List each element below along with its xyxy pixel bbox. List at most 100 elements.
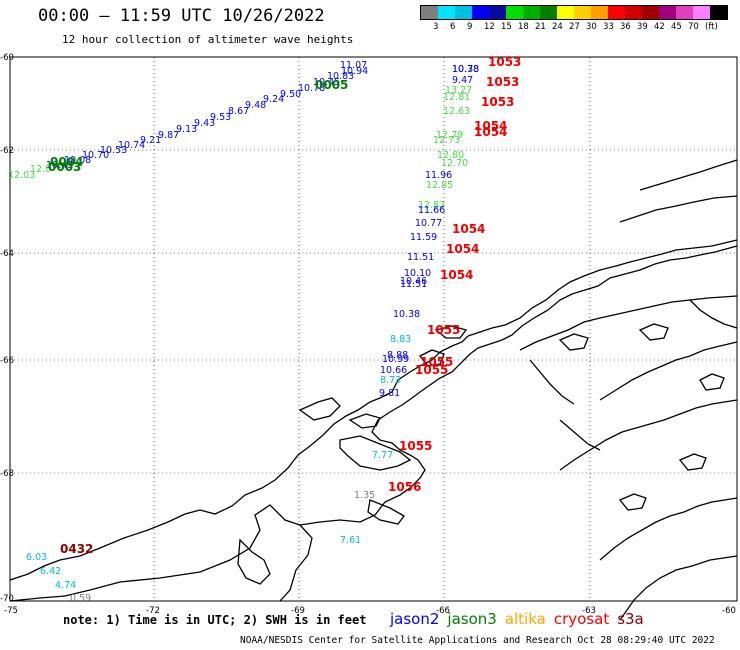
pass-time-label: 1054 — [440, 268, 473, 282]
longitude-label: -66 — [436, 606, 450, 616]
pass-time-label: 0004 — [50, 155, 83, 169]
wave-height-value: 10.77 — [415, 218, 442, 229]
pass-time-label: 1054 — [474, 119, 507, 133]
wave-height-value: 6.42 — [40, 566, 61, 577]
wave-height-value: 11.07 — [340, 60, 367, 71]
legend-label: 33 — [603, 22, 614, 32]
wave-height-value: 8.83 — [390, 334, 411, 345]
legend-swatch — [438, 6, 455, 19]
wave-height-value: 9.87 — [158, 130, 179, 141]
wave-height-value: 9.43 — [194, 118, 215, 129]
legend-label: 3 — [433, 22, 439, 32]
legend-label: 6 — [450, 22, 456, 32]
legend-label: 9 — [467, 22, 473, 32]
wave-height-value: 1.35 — [354, 490, 375, 501]
wave-height-value: 11.66 — [418, 205, 445, 216]
wave-height-value: 10.94 — [341, 66, 368, 77]
wave-height-value: 6.03 — [26, 552, 47, 563]
satellite-name: altika — [504, 610, 546, 628]
legend-label: 12 — [484, 22, 495, 32]
legend-label: 42 — [654, 22, 665, 32]
wave-height-value: 12.70 — [441, 158, 468, 169]
legend-swatch — [676, 6, 693, 19]
legend-swatch — [642, 6, 659, 19]
longitude-label: -63 — [582, 606, 596, 616]
wave-height-value: 8.73 — [380, 375, 401, 386]
legend-swatch — [625, 6, 642, 19]
wave-height-value: 10.10 — [404, 268, 431, 279]
legend-label: 15 — [501, 22, 512, 32]
wave-height-value: 10.74 — [118, 140, 145, 151]
satellite-name: cryosat — [553, 610, 610, 628]
legend-label: 30 — [586, 22, 597, 32]
satellite-name: jason2 — [390, 610, 440, 628]
satellite-name: jason3 — [447, 610, 497, 628]
wave-height-value: 9.53 — [210, 112, 231, 123]
legend-label: 21 — [535, 22, 546, 32]
wave-height-value: 10.38 — [452, 64, 479, 75]
legend-swatch — [710, 6, 727, 19]
wave-height-value: 10.38 — [393, 309, 420, 320]
wave-height-value: 12.85 — [426, 180, 453, 191]
wave-height-value: 9.24 — [263, 94, 284, 105]
wave-height-value: 12.81 — [443, 92, 470, 103]
legend-swatches — [420, 5, 728, 20]
wave-height-value: 10.08 — [64, 155, 91, 166]
wave-height-value: 9.81 — [379, 388, 400, 399]
pass-time-label: 1055 — [399, 439, 432, 453]
satellite-legend: jason2 jason3 altika cryosat s3a — [390, 610, 652, 628]
legend-swatch — [421, 6, 438, 19]
wave-height-value: 12.73 — [433, 135, 460, 146]
pass-time-label: 1055 — [427, 323, 460, 337]
credit-line: NOAA/NESDIS Center for Satellite Applica… — [240, 635, 715, 646]
wave-height-value: 13.27 — [445, 85, 472, 96]
legend-swatch — [608, 6, 625, 19]
pass-time-label: 0432 — [60, 542, 93, 556]
legend-swatch — [574, 6, 591, 19]
wave-height-value: 11.96 — [425, 170, 452, 181]
wave-height-value: 12.79 — [436, 130, 463, 141]
wave-height-value: 10.78 — [452, 64, 479, 75]
legend-label: 27 — [569, 22, 580, 32]
satellite-name: s3a — [617, 610, 644, 628]
wave-height-value: 12.03 — [8, 170, 35, 181]
color-legend: 3 6 9 12 15 18 21 24 27 30 33 36 39 42 45 70 (ft) — [420, 5, 728, 32]
legend-swatch — [659, 6, 676, 19]
latitude-label: -66 — [0, 356, 14, 366]
wave-height-value: 10.78 — [298, 83, 325, 94]
longitude-label: -60 — [722, 606, 736, 616]
wave-height-value: 8.67 — [228, 106, 249, 117]
pass-time-label: 1054 — [474, 125, 507, 139]
page-subtitle: 12 hour collection of altimeter wave hei… — [62, 33, 354, 46]
wave-height-value: 0.59 — [70, 593, 91, 604]
pass-time-label: 1055 — [415, 363, 448, 377]
latitude-label: -70 — [0, 594, 14, 604]
pass-time-label: 0003 — [48, 160, 81, 174]
longitude-label: -72 — [146, 606, 160, 616]
legend-swatch — [523, 6, 540, 19]
latitude-label: -62 — [0, 146, 14, 156]
pass-time-label: 1054 — [452, 222, 485, 236]
wave-height-value: 9.48 — [245, 100, 266, 111]
wave-height-value: 9.47 — [452, 75, 473, 86]
wave-height-value: 10.53 — [100, 145, 127, 156]
legend-swatch — [693, 6, 710, 19]
pass-time-label: 1053 — [481, 95, 514, 109]
legend-swatch — [455, 6, 472, 19]
wave-height-value: 10.66 — [380, 365, 407, 376]
footer-note: note: 1) Time is in UTC; 2) SWH is in fe… — [63, 613, 367, 627]
legend-label: 18 — [518, 22, 529, 32]
wave-height-value: 10.83 — [327, 71, 354, 82]
latitude-label: -60 — [0, 53, 14, 63]
legend-swatch — [557, 6, 574, 19]
wave-height-value: 10.49 — [46, 160, 73, 171]
wave-height-value: 9.21 — [140, 135, 161, 146]
wave-height-value: 11.59 — [410, 232, 437, 243]
legend-label: 39 — [637, 22, 648, 32]
wave-height-value: 12.80 — [437, 150, 464, 161]
legend-label: (ft) — [705, 22, 718, 32]
wave-height-value: 8.88 — [387, 350, 408, 361]
legend-swatch — [540, 6, 557, 19]
legend-swatch — [506, 6, 523, 19]
